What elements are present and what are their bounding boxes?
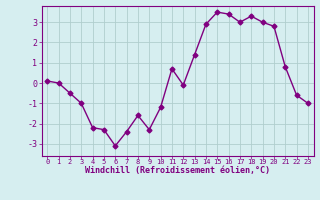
X-axis label: Windchill (Refroidissement éolien,°C): Windchill (Refroidissement éolien,°C) [85,166,270,175]
